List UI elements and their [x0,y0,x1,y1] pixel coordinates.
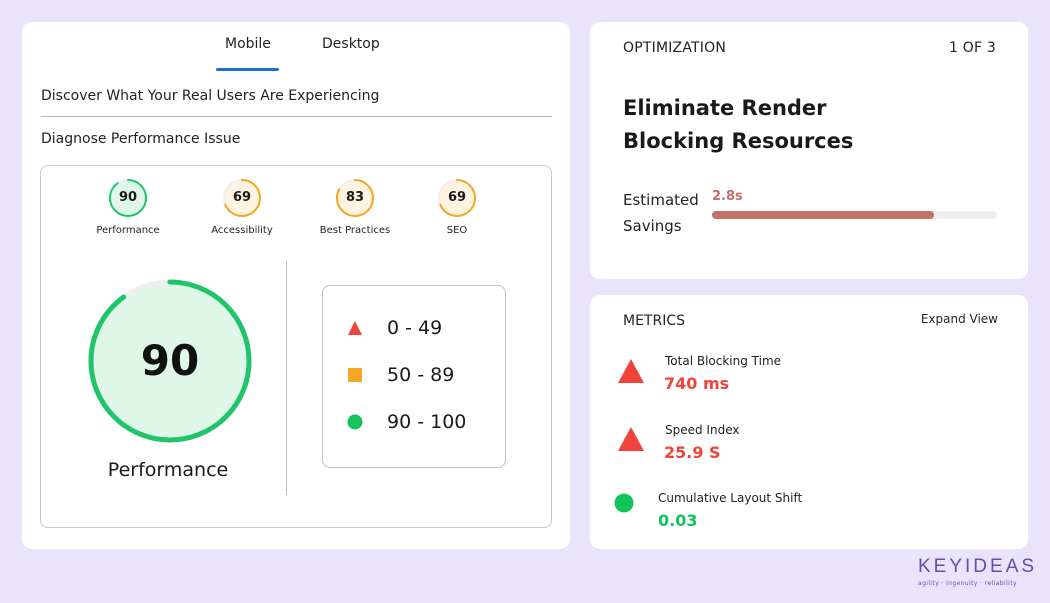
performance-gauge-ring [88,279,252,443]
score-ring-svg [336,179,374,217]
legend-row-fail: 0 - 49 [323,316,507,340]
performance-gauge: 90 [85,276,255,446]
metric-value: 25.9 S [664,443,721,462]
circle-icon [347,414,363,430]
tab-desktop[interactable]: Desktop [322,36,380,52]
metrics-header: METRICS [623,313,685,329]
logo-wordmark: KEYIDEAS [918,556,1038,577]
square-icon [348,368,362,382]
score-label: SEO [446,225,468,236]
savings-bar [712,211,997,219]
legend-range: 50 - 89 [387,364,455,386]
performance-gauge-label: Performance [107,459,229,481]
legend-row-pass: 90 - 100 [323,410,507,434]
metric-name: Cumulative Layout Shift [658,491,803,505]
score-value: 69 [447,190,467,205]
score-chip-accessibility[interactable]: 69 Accessibility [187,178,297,236]
performance-score: 90 [140,336,200,385]
metric-total-blocking-time: Total Blocking Time 740 ms [590,354,1028,398]
discover-real-users-link[interactable]: Discover What Your Real Users Are Experi… [41,88,380,104]
score-ring: 90 [108,178,148,218]
optimization-pagination: 1 OF 3 [949,40,996,56]
legend-row-average: 50 - 89 [323,363,507,387]
score-ring: 69 [222,178,262,218]
score-ring: 69 [437,178,477,218]
metrics-card: METRICS Expand View Total Blocking Time … [590,295,1028,549]
score-ring-svg [438,179,476,217]
score-ring-svg [223,179,261,217]
score-value: 69 [232,190,252,205]
keyideas-logo: KEYIDEAS agility · ingenuity · reliabili… [918,556,1038,587]
score-chip-performance[interactable]: 90 Performance [73,178,183,236]
optimization-card: OPTIMIZATION 1 OF 3 Eliminate Render Blo… [590,22,1028,279]
metric-value: 740 ms [664,374,730,393]
score-legend: 0 - 49 50 - 89 90 - 100 [322,285,506,468]
tab-mobile[interactable]: Mobile [225,36,271,52]
score-value: 83 [345,190,365,205]
logo-tagline: agility · ingenuity · reliability [918,580,1017,587]
score-label: Best Practices [319,225,391,236]
metric-value: 0.03 [658,511,698,530]
score-ring-svg [109,179,147,217]
score-value: 90 [118,190,138,205]
score-ring: 83 [335,178,375,218]
metric-cumulative-layout-shift: Cumulative Layout Shift 0.03 [590,491,1028,535]
divider [41,116,552,117]
legend-range: 90 - 100 [387,411,467,433]
circle-icon [614,493,634,513]
optimization-title: Eliminate Render Blocking Resources [623,96,854,153]
diagnose-performance-link[interactable]: Diagnose Performance Issue [41,131,241,147]
active-tab-indicator [216,68,279,71]
metric-name: Total Blocking Time [665,354,782,368]
vertical-divider [286,261,287,495]
estimated-savings-label: Estimated Savings [623,191,699,235]
estimated-savings-value: 2.8s [712,189,743,204]
metric-name: Speed Index [665,423,740,437]
triangle-icon [618,359,644,383]
expand-view-link[interactable]: Expand View [920,312,998,326]
optimization-header: OPTIMIZATION [623,40,727,56]
triangle-icon [348,321,362,335]
device-tabs: Mobile Desktop [22,36,570,71]
score-label: Performance [96,225,160,236]
triangle-icon [618,427,644,451]
lighthouse-report-card: Mobile Desktop Discover What Your Real U… [22,22,570,549]
metric-speed-index: Speed Index 25.9 S [590,423,1028,467]
diagnose-panel: 90 Performance 69 Accessibility 83 Best … [40,165,552,528]
score-chip-seo[interactable]: 69 SEO [402,178,512,236]
savings-bar-fill [712,211,935,219]
score-label: Accessibility [211,225,273,236]
legend-range: 0 - 49 [387,317,443,339]
score-chip-best-practices[interactable]: 83 Best Practices [300,178,410,236]
